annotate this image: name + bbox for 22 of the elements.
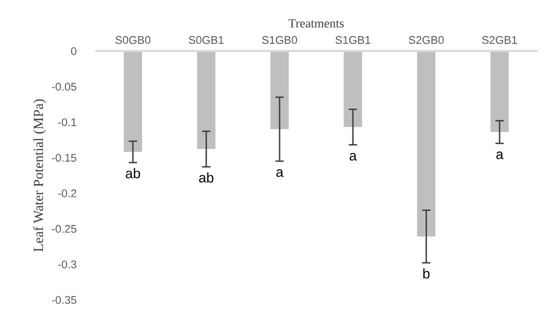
x-tick-label: S2GB0 — [408, 36, 444, 44]
x-tick-label: S0GB1 — [188, 36, 224, 44]
x-tick-label: S1GB0 — [262, 36, 298, 44]
annotation: ab — [126, 168, 140, 178]
annotation: ab — [199, 172, 214, 183]
x-axis-title: Treatments — [288, 19, 344, 28]
y-tick-label: -0.15 — [52, 154, 76, 162]
y-tick-label: -0.05 — [52, 82, 76, 91]
y-tick-label: -0.3 — [58, 260, 76, 268]
x-tick-label: S2GB1 — [482, 36, 517, 44]
annotation: a — [496, 152, 504, 160]
annotation: a — [350, 152, 357, 161]
annotation: b — [423, 268, 430, 279]
y-tick-label: -0.25 — [52, 224, 76, 233]
y-tick-label: -0.35 — [52, 296, 76, 304]
y-tick-label: -0.2 — [58, 189, 76, 198]
annotation: a — [276, 169, 284, 177]
y-tick-label: -0.1 — [58, 118, 76, 126]
x-tick-label: S1GB1 — [336, 36, 370, 44]
x-tick-label: S0GB0 — [116, 36, 150, 44]
y-tick-label: 0 — [71, 47, 76, 56]
y-axis-title: Leaf Water Potential (MPa) — [33, 99, 46, 252]
